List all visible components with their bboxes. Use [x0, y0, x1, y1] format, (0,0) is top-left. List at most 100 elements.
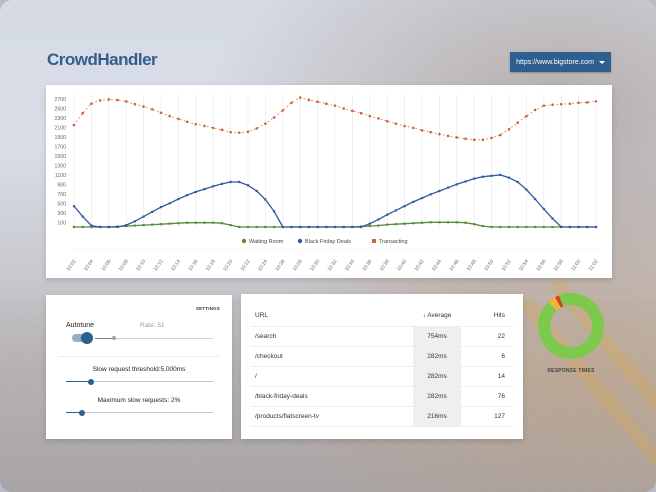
- data-point: [107, 98, 111, 101]
- legend-item[interactable]: Black Friday Deals: [297, 238, 351, 245]
- data-point: [290, 101, 293, 105]
- cell-hits: 6: [461, 346, 513, 367]
- settings-link[interactable]: SETTINGS: [195, 306, 220, 311]
- data-point: [133, 102, 137, 106]
- data-point: [116, 225, 119, 229]
- data-point: [81, 111, 84, 115]
- x-tick-label: 10:44: [431, 259, 443, 273]
- legend-item[interactable]: Transacting: [372, 239, 408, 245]
- data-point: [516, 121, 519, 125]
- data-point: [142, 105, 145, 108]
- data-point: [368, 224, 371, 228]
- data-point: [211, 126, 215, 130]
- data-point: [177, 222, 180, 225]
- data-point: [525, 188, 528, 191]
- data-point: [464, 137, 467, 141]
- table-row[interactable]: /black-friday-deals 282ms 76: [251, 386, 513, 407]
- data-point: [586, 101, 589, 104]
- rate-slider-thumb[interactable]: [112, 336, 116, 340]
- data-point: [447, 221, 450, 224]
- data-point: [107, 225, 110, 229]
- data-point: [342, 107, 346, 110]
- caret-down-icon: [598, 60, 605, 64]
- site-selector-dropdown[interactable]: https://www.bigstore.com: [510, 52, 611, 72]
- toggle-knob: [81, 332, 93, 344]
- threshold-label: Slow request threshold:5,000ms: [92, 366, 186, 373]
- cell-average: 282ms: [413, 386, 461, 407]
- donut-segment-fast: [538, 293, 604, 359]
- table-row[interactable]: /products/flatscreen-tv 216ms 127: [251, 406, 513, 427]
- x-tick-label: 10:12: [153, 259, 165, 273]
- column-header-average[interactable]: ↓ Average: [413, 305, 461, 327]
- x-tick-label: 10:56: [535, 259, 547, 273]
- data-point: [455, 221, 458, 224]
- data-point: [560, 225, 563, 229]
- data-point: [559, 102, 563, 106]
- data-point: [212, 221, 215, 224]
- x-tick-label: 10:22: [240, 259, 252, 273]
- x-tick-label: 10:30: [309, 259, 321, 273]
- cell-url: /checkout: [251, 346, 413, 367]
- data-point: [412, 222, 415, 225]
- data-point: [316, 225, 319, 229]
- data-point: [429, 221, 432, 224]
- data-point: [99, 225, 102, 229]
- data-point: [125, 224, 128, 227]
- data-point: [447, 186, 450, 189]
- data-point: [438, 189, 441, 193]
- autotune-label: Autotune: [66, 322, 95, 329]
- table-row[interactable]: /282ms 14: [251, 366, 513, 387]
- cell-url: /black-friday-deals: [251, 386, 413, 407]
- cell-hits: 22: [461, 326, 513, 347]
- data-point: [229, 224, 232, 227]
- threshold-slider[interactable]: [66, 378, 213, 385]
- data-point: [394, 209, 397, 212]
- data-point: [568, 225, 571, 229]
- data-point: [307, 98, 311, 102]
- data-point: [316, 100, 319, 104]
- autotune-toggle[interactable]: [72, 332, 93, 344]
- x-tick-label: 10:46: [448, 259, 460, 273]
- legend-item[interactable]: Waiting Room: [241, 238, 284, 245]
- table-row[interactable]: /checkout 282ms 6: [251, 346, 513, 367]
- data-point: [133, 220, 136, 223]
- threshold-slider-thumb[interactable]: [87, 378, 94, 385]
- data-point: [525, 114, 528, 118]
- y-tick-label: 300: [57, 211, 66, 217]
- data-point: [151, 210, 154, 213]
- data-point: [255, 189, 258, 193]
- data-point: [420, 196, 424, 200]
- x-tick-label: 10:28: [292, 259, 304, 273]
- x-tick-label: 10:18: [205, 259, 217, 273]
- data-point: [220, 222, 223, 225]
- svg-text:Transacting: Transacting: [379, 239, 408, 245]
- data-point: [273, 225, 276, 229]
- x-tick-label: 11:02: [588, 259, 600, 273]
- data-point: [307, 225, 310, 229]
- data-point: [72, 205, 76, 208]
- column-header-hits[interactable]: Hits: [461, 305, 513, 327]
- url-table: URL ↓ Average Hits /search 754ms 22/checko…: [251, 305, 513, 427]
- rate-slider[interactable]: [95, 336, 213, 340]
- column-header-url[interactable]: URL: [251, 305, 413, 327]
- table-row[interactable]: /search 754ms 22: [251, 326, 513, 347]
- data-point: [255, 127, 258, 130]
- data-point: [403, 124, 406, 128]
- max-slow-slider[interactable]: [66, 409, 213, 416]
- data-point: [577, 225, 580, 229]
- cell-average: 282ms: [413, 366, 461, 387]
- traffic-chart-panel: 100 300 500 700 900 1100 1300 1500 1700 1900 2100 2…: [46, 85, 612, 278]
- x-tick-label: 10:54: [518, 259, 530, 273]
- data-point: [142, 215, 145, 218]
- data-point: [533, 108, 537, 112]
- data-point: [473, 177, 476, 180]
- x-tick-label: 10:20: [222, 259, 234, 273]
- data-point: [290, 225, 293, 229]
- traffic-line-chart: 100 300 500 700 900 1100 1300 1500 1700 1900 2100 2…: [54, 95, 600, 273]
- x-tick-label: 10:50: [483, 259, 495, 273]
- data-point: [151, 223, 154, 226]
- max-slow-slider-thumb[interactable]: [79, 409, 86, 416]
- y-tick-label: 1500: [54, 154, 66, 160]
- data-point: [490, 174, 493, 177]
- data-point: [264, 122, 267, 125]
